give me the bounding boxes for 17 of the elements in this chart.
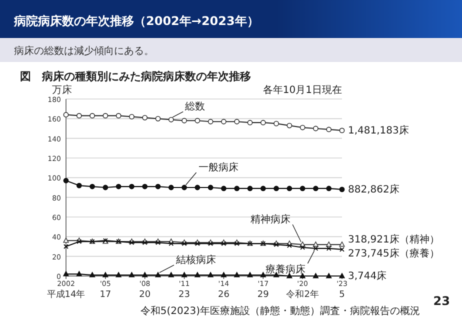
text: 23 xyxy=(433,294,450,308)
text: 各年10月1日現在 xyxy=(262,84,342,96)
annotation: 318,921床（精神） xyxy=(348,234,440,246)
chart-title: 病院病床数の年次推移（2002年→2023年） xyxy=(13,14,259,28)
annotation: 3,744床 xyxy=(348,270,387,282)
text: 令和5(2023)年医療施設（静態・動態）調査・病院報告の概況 xyxy=(140,305,420,317)
series-label: 一般病床 xyxy=(198,162,238,174)
annotation: 273,745床（療養） xyxy=(348,247,440,260)
series-label: 総数 xyxy=(184,100,206,113)
series-label: 結核病床 xyxy=(175,254,216,266)
annotation: 882,862床 xyxy=(348,183,400,196)
series-label: 精神病床 xyxy=(250,214,291,226)
chart-subtitle: 病床の総数は減少傾向にある。 xyxy=(14,45,154,57)
text: 図 病床の種類別にみた病院病床数の年次推移 xyxy=(20,70,251,83)
y-axis-title: 万床 xyxy=(52,84,72,96)
series-label: 療養病床 xyxy=(266,263,306,276)
annotation: 1,481,183床 xyxy=(348,124,409,136)
